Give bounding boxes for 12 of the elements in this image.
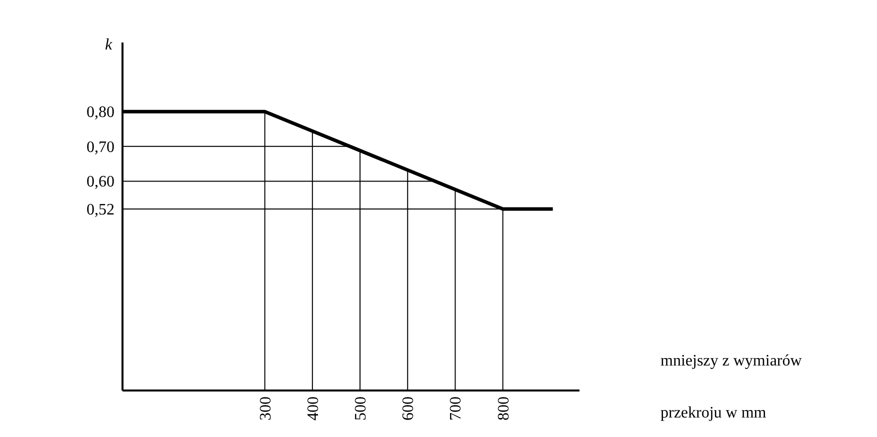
y-tick-label: 0,70 <box>86 138 114 156</box>
x-tick-label: 400 <box>304 396 322 420</box>
x-tick-label: 600 <box>400 396 418 420</box>
x-tick-label: 500 <box>352 396 370 420</box>
text: mniejszy z wymiarów przekroju w mm <box>660 352 802 422</box>
x-tick-label: 300 <box>257 396 274 420</box>
y-axis-title: k <box>104 36 113 54</box>
y-tick-label: 0,52 <box>86 202 114 219</box>
y-tick-label: 0,80 <box>86 104 114 122</box>
y-tick-label: 0,60 <box>86 174 114 191</box>
x-tick-label: 800 <box>495 396 512 420</box>
x-tick-label: 700 <box>448 396 465 420</box>
